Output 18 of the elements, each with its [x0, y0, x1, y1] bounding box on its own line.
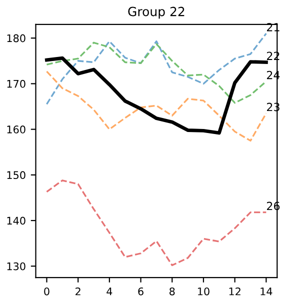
- x-tick-label: 4: [106, 288, 112, 296]
- line-series: [46, 70, 268, 142]
- y-tick-label: 140: [7, 216, 26, 225]
- line-series: [46, 180, 268, 266]
- x-tick-label: 8: [170, 287, 175, 296]
- x-tick-label: 12: [229, 287, 240, 296]
- y-tick-label: 150: [7, 171, 26, 180]
- x-tick-label: 14: [260, 288, 272, 296]
- x-tick-label: 6: [138, 287, 144, 296]
- y-tick-label: 180: [7, 34, 26, 42]
- line-series: [44, 56, 268, 135]
- x-tick-label: 2: [76, 287, 80, 296]
- y-tick-label: 130: [7, 262, 26, 270]
- x-tick-label: 10: [198, 287, 210, 296]
- x-tick-label: 0: [44, 287, 50, 296]
- y-tick-label: 160: [7, 126, 26, 134]
- y-tick-label: 170: [7, 80, 26, 88]
- chart-title: Group 22: [128, 6, 184, 19]
